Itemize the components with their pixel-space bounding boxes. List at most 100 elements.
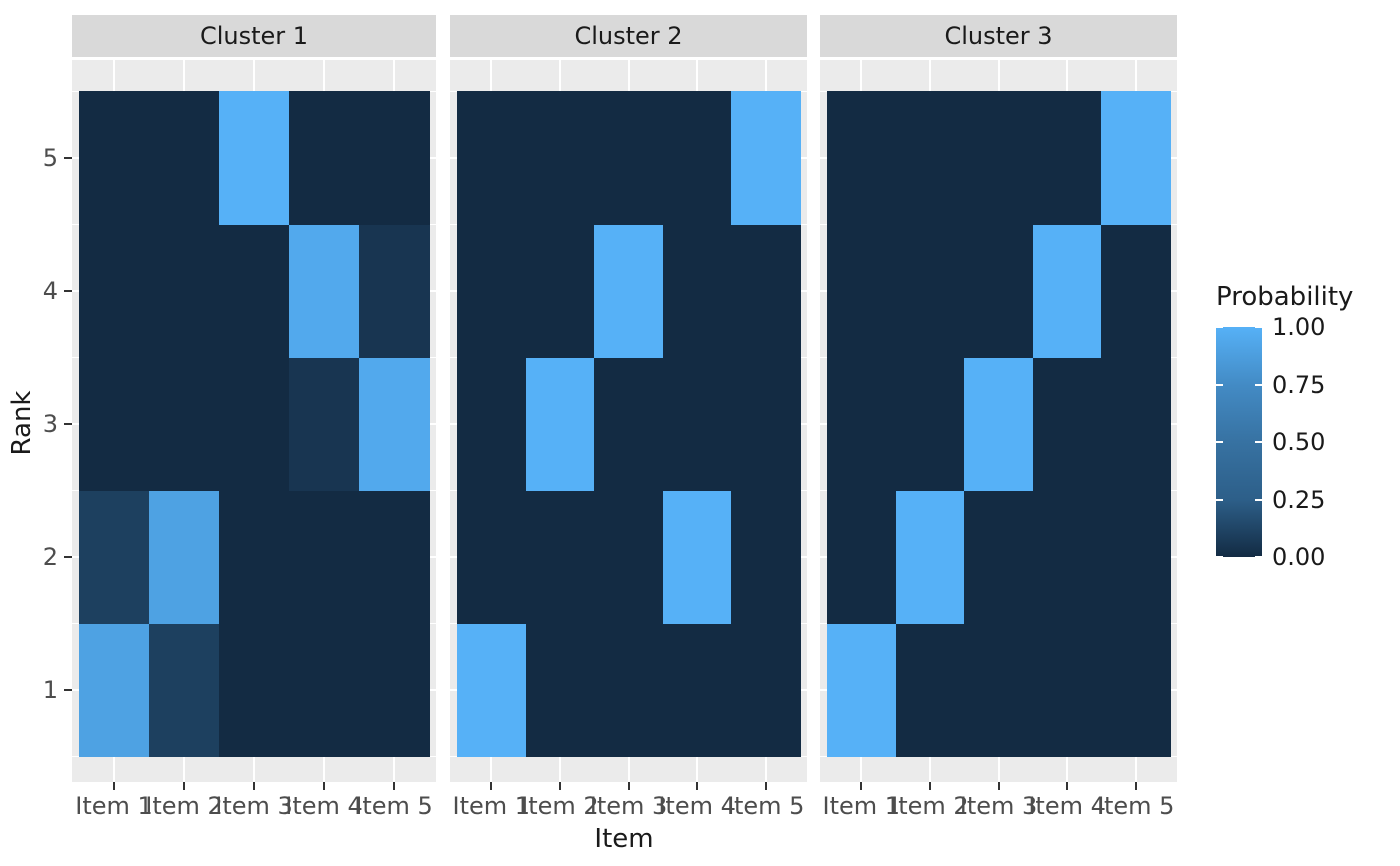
heatmap-cell <box>289 357 360 491</box>
heatmap-cell <box>731 91 801 225</box>
x-axis-tick <box>928 782 931 790</box>
legend-tick-mark <box>1255 556 1262 558</box>
x-axis-tick <box>490 782 493 790</box>
heatmap-cell <box>1101 357 1171 491</box>
heatmap-cell <box>359 357 430 491</box>
legend-title: Probability <box>1216 282 1354 312</box>
y-axis-tick <box>64 555 72 558</box>
facet-panel <box>820 60 1177 782</box>
x-axis-tick <box>997 782 1000 790</box>
heatmap-cell <box>79 91 150 225</box>
x-axis-tick <box>558 782 561 790</box>
legend-tick-mark <box>1255 441 1262 443</box>
x-axis-tick-label: Item 5 <box>726 792 805 820</box>
heatmap-cell <box>79 224 150 358</box>
heatmap-cell <box>149 224 220 358</box>
heatmap-cell <box>731 623 801 757</box>
heatmap-cell <box>219 623 290 757</box>
x-axis-tick <box>696 782 699 790</box>
legend-tick-label: 0.00 <box>1272 543 1326 571</box>
legend-tick-mark <box>1216 441 1223 443</box>
heatmap-cell <box>594 224 664 358</box>
heatmap-cell <box>149 490 220 624</box>
heatmap-cell <box>79 490 150 624</box>
heatmap-cell <box>359 623 430 757</box>
heatmap-cell <box>1101 91 1171 225</box>
heatmap-cell <box>149 357 220 491</box>
x-axis-tick <box>1066 782 1069 790</box>
y-axis-tick <box>64 156 72 159</box>
x-axis-tick-label: Item 3 <box>215 792 293 820</box>
heatmap-cell <box>827 623 897 757</box>
legend-tick-mark <box>1216 326 1223 328</box>
heatmap-cell <box>457 490 527 624</box>
legend-tick-mark <box>1216 383 1223 386</box>
legend-tick-mark <box>1255 498 1262 501</box>
x-axis-title: Item <box>594 824 654 854</box>
heatmap-cell <box>594 490 664 624</box>
heatmap-cell <box>964 490 1034 624</box>
x-axis-tick <box>764 782 767 790</box>
legend-tick-mark <box>1255 326 1262 328</box>
y-axis-tick-label: 3 <box>42 409 58 438</box>
heatmap-cell <box>964 91 1034 225</box>
y-axis-tick-label: 2 <box>42 542 58 571</box>
x-axis-tick-label: Item 5 <box>1096 792 1175 820</box>
facet-panel <box>72 60 436 782</box>
heatmap-cell <box>359 490 430 624</box>
heatmap-cell <box>1101 623 1171 757</box>
heatmap-cell <box>895 490 965 624</box>
heatmap-cell <box>827 490 897 624</box>
heatmap-cell <box>457 357 527 491</box>
heatmap-cell <box>594 623 664 757</box>
y-axis-tick-label: 5 <box>42 143 58 172</box>
x-axis-tick-label: Item 1 <box>452 792 531 820</box>
heatmap-cell <box>457 623 527 757</box>
heatmap-cell <box>149 623 220 757</box>
heatmap-cell <box>525 91 595 225</box>
heatmap-cell <box>525 623 595 757</box>
heatmap-cell <box>289 623 360 757</box>
x-axis-tick-label: Item 2 <box>145 792 223 820</box>
heatmap-cell <box>731 490 801 624</box>
x-axis-tick <box>323 782 325 790</box>
heatmap-cell <box>1032 490 1102 624</box>
heatmap-cell <box>289 490 360 624</box>
heatmap-cell <box>289 224 360 358</box>
legend-tick-mark <box>1216 556 1223 558</box>
heatmap-cell <box>662 224 732 358</box>
legend-tick-mark <box>1255 383 1262 386</box>
heatmap-cell <box>1032 91 1102 225</box>
heatmap-cell <box>1032 224 1102 358</box>
heatmap-cell <box>79 357 150 491</box>
heatmap-cell <box>289 91 360 225</box>
heatmap-cell <box>731 357 801 491</box>
legend-gradient-bar <box>1216 327 1262 557</box>
y-axis-tick-label: 4 <box>42 276 58 305</box>
x-axis-tick-label: Item 4 <box>1028 792 1106 820</box>
heatmap-cell <box>219 91 290 225</box>
heatmap-cell <box>662 490 732 624</box>
heatmap-cell <box>895 357 965 491</box>
heatmap-cell <box>1101 490 1171 624</box>
heatmap-cell <box>895 224 965 358</box>
legend-tick-label: 0.50 <box>1272 428 1326 456</box>
legend-tick-label: 0.75 <box>1272 370 1326 399</box>
heatmap-cell <box>662 357 732 491</box>
legend-tick-mark <box>1216 498 1223 501</box>
heatmap-cell <box>964 357 1034 491</box>
facet-strip: Cluster 1 <box>72 15 436 57</box>
heatmap-cell <box>662 91 732 225</box>
y-axis-tick-label: 1 <box>42 675 58 704</box>
heatmap-cell <box>895 623 965 757</box>
heatmap-cell <box>895 91 965 225</box>
heatmap-cell <box>219 357 290 491</box>
heatmap-cell <box>219 224 290 358</box>
x-axis-tick <box>1134 782 1137 790</box>
x-axis-tick <box>183 782 185 790</box>
x-axis-tick-label: Item 1 <box>822 792 901 820</box>
y-axis-tick <box>64 422 72 425</box>
x-axis-tick-label: Item 4 <box>285 792 363 820</box>
facet-strip-label: Cluster 3 <box>944 22 1053 50</box>
